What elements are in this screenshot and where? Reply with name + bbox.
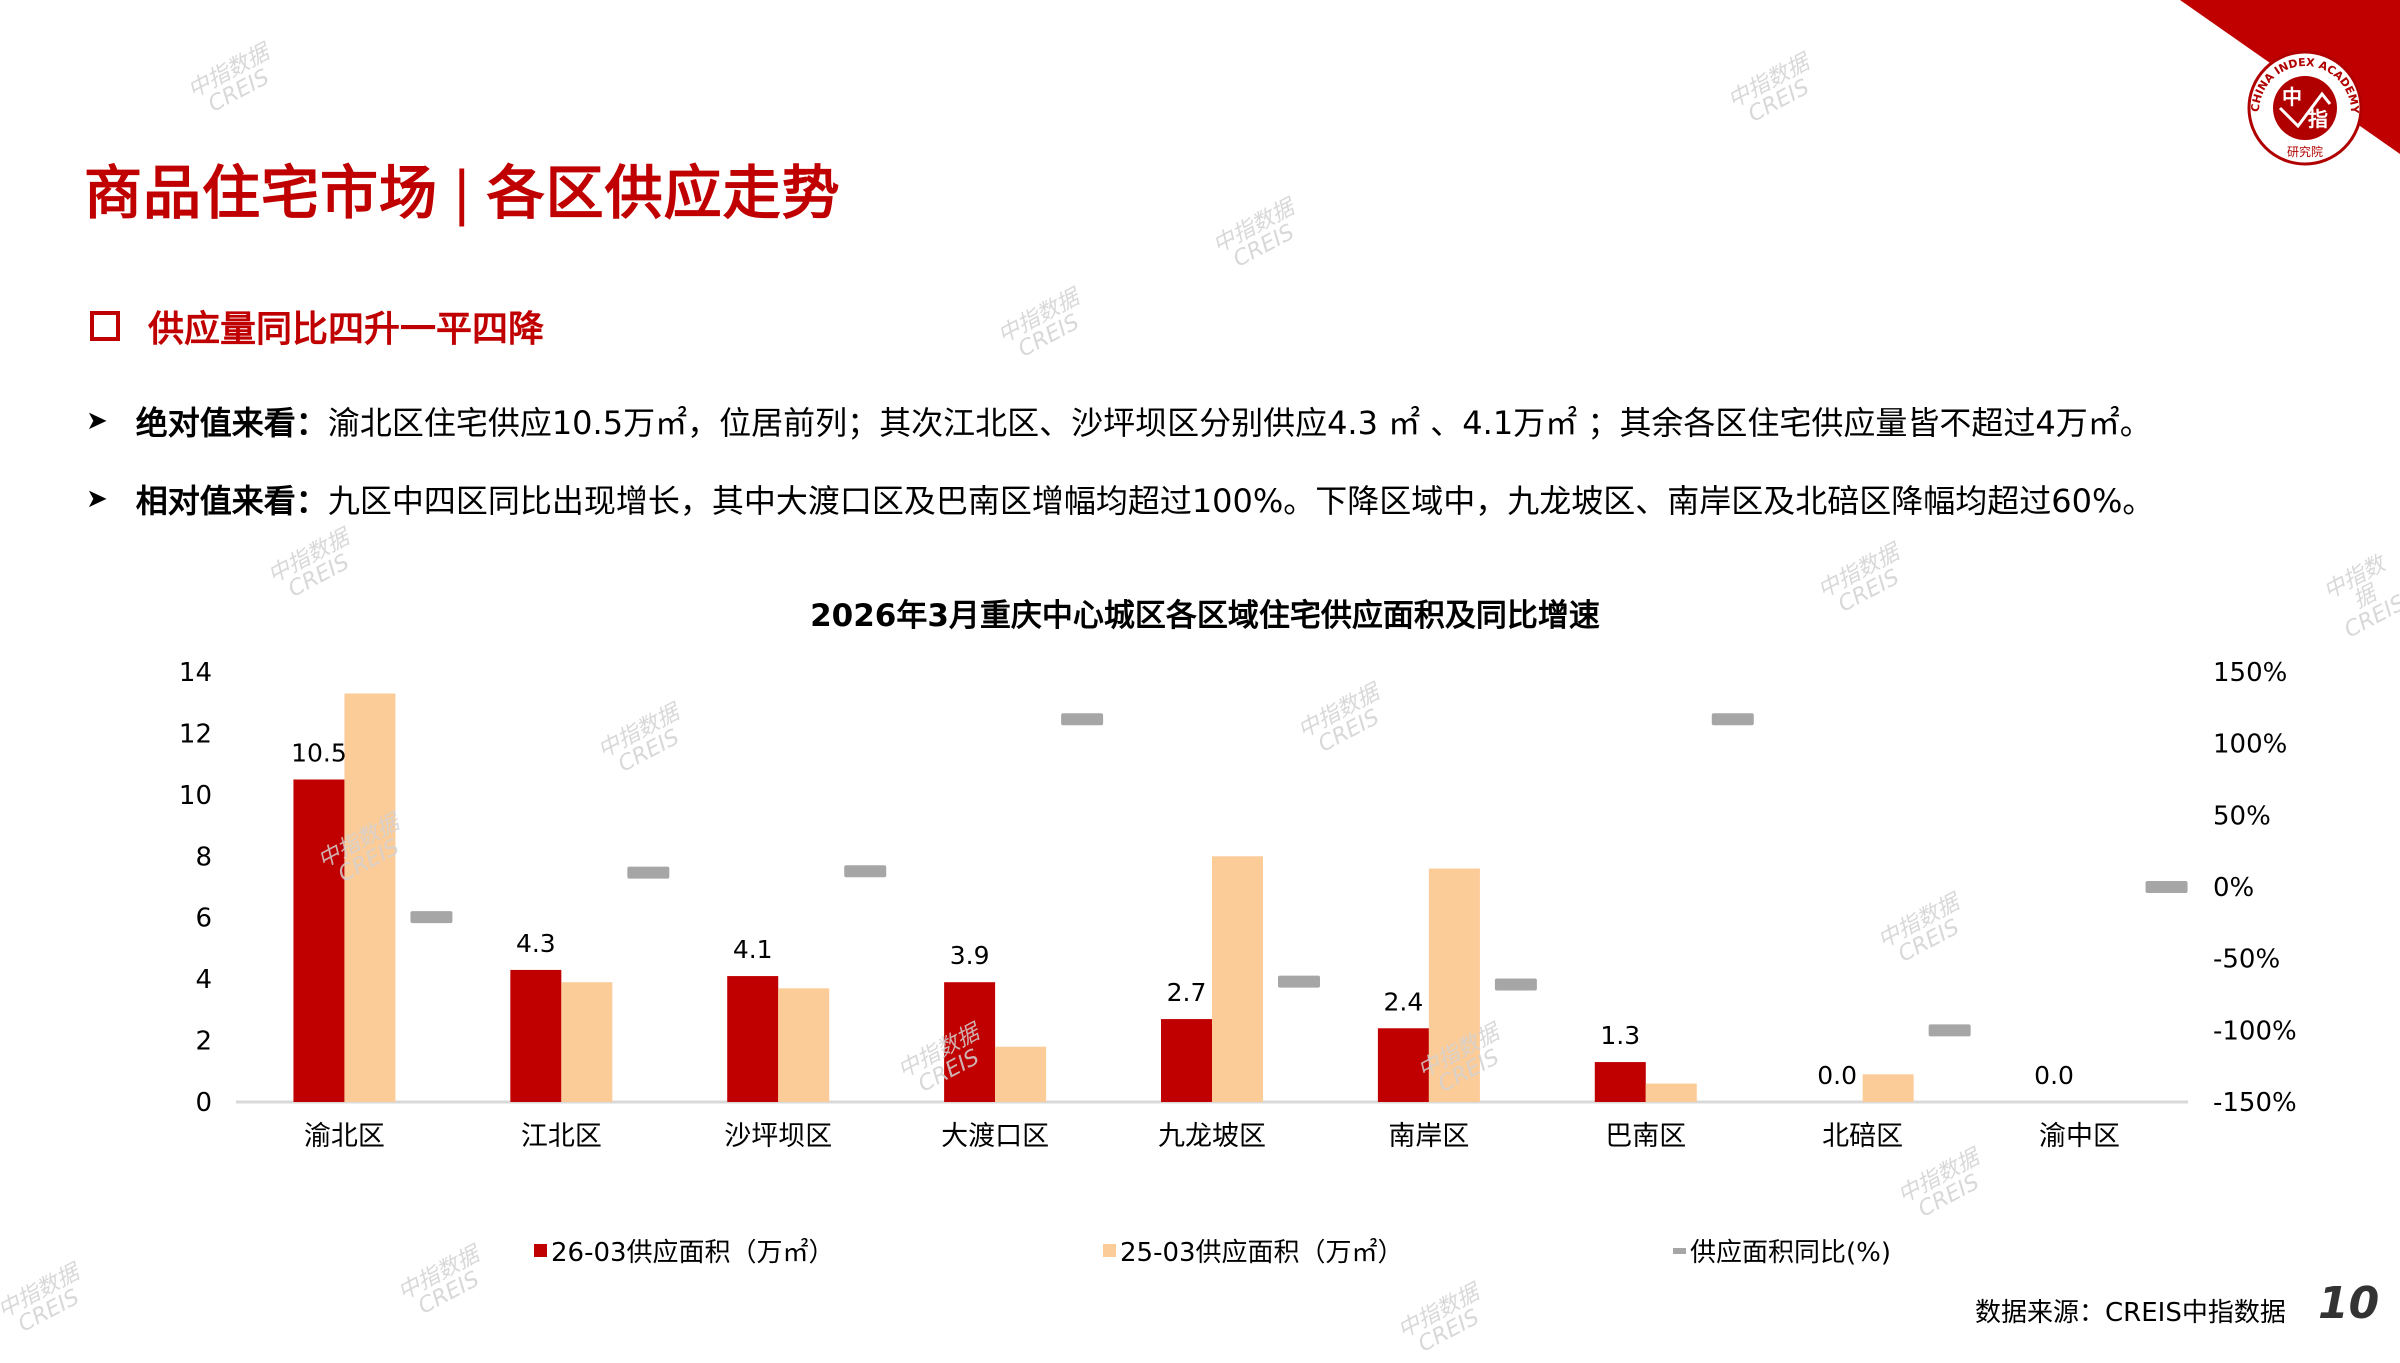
page-title-main: 商品住宅市场 (84, 159, 439, 227)
bar-25-03 (778, 988, 830, 1102)
bullet-label: 绝对值来看： (135, 404, 328, 442)
category-label: 渝北区 (304, 1121, 385, 1152)
data-label: 3.9 (950, 941, 990, 970)
watermark: 中指数据 CREIS (1393, 1280, 1484, 1358)
bullet-label: 相对值来看： (135, 482, 328, 520)
watermark: 中指数据 CREIS (393, 1242, 484, 1320)
left-axis-tick-label: 2 (195, 1027, 212, 1057)
combo-chart: 0 2 4 6 8 10 12 14 -150% -100% -50% 0% 50% 100% 150% 渝北… (179, 658, 2297, 1152)
right-axis-tick-label: 50% (2213, 801, 2271, 831)
right-axis-tick-label: 0% (2213, 873, 2254, 903)
bar-26-03 (1377, 1028, 1429, 1102)
bullet-absolute: ➤ 绝对值来看： 渝北区住宅供应10.5万㎡，位居前列；其次江北区、沙坪坝区分别… (86, 398, 2152, 444)
category-label: 渝中区 (2039, 1121, 2120, 1152)
bullet-text: 渝北区住宅供应10.5万㎡，位居前列；其次江北区、沙坪坝区分别供应4.3 ㎡ 、… (327, 404, 2152, 442)
bar-26-03 (510, 969, 562, 1102)
yoy-marker (1278, 975, 1320, 988)
legend-label: 供应面积同比(%) (1690, 1238, 1891, 1268)
data-source: 数据来源：CREIS中指数据 (1975, 1298, 2286, 1328)
data-label: 4.1 (733, 935, 773, 964)
bar-26-03 (1594, 1062, 1646, 1102)
bar-25-03 (995, 1046, 1047, 1102)
yoy-marker (1061, 713, 1104, 726)
category-label: 九龙坡区 (1158, 1121, 1266, 1152)
logo-char: 中 (2282, 85, 2302, 109)
yoy-marker (627, 866, 670, 879)
bar-26-03 (727, 976, 779, 1102)
data-label: 1.3 (1600, 1021, 1640, 1050)
bar-25-03 (344, 693, 396, 1102)
legend-label: 26-03供应面积（万㎡） (551, 1238, 835, 1268)
right-axis-tick-label: 150% (2213, 658, 2287, 688)
bar-26-03 (293, 779, 345, 1102)
left-axis-tick-label: 12 (179, 719, 212, 749)
yoy-marker (2145, 881, 2188, 893)
category-label: 北碚区 (1822, 1121, 1903, 1152)
corner-decoration: 中 指 CHINA INDEX ACADEMY 研究院 (2180, 0, 2400, 166)
right-axis-tick-label: -100% (2213, 1016, 2297, 1046)
right-axis-tick-label: -150% (2213, 1088, 2297, 1118)
category-label: 大渡口区 (941, 1121, 1049, 1152)
title-separator: | (452, 159, 473, 227)
page-number: 10 (2318, 1278, 2380, 1329)
legend-swatch (1673, 1247, 1686, 1254)
left-axis-tick-label: 0 (195, 1088, 212, 1118)
page-title-sub: 各区供应走势 (486, 159, 841, 227)
china-index-academy-logo: 中 指 CHINA INDEX ACADEMY 研究院 (2247, 50, 2363, 166)
category-label: 沙坪坝区 (724, 1121, 832, 1152)
data-label: 0.0 (2034, 1061, 2074, 1090)
yoy-marker (844, 865, 887, 878)
bullet-text: 九区中四区同比出现增长，其中大渡口区及巴南区增幅均超过100%。下降区域中，九龙… (327, 482, 2155, 520)
bar-25-03 (561, 982, 613, 1102)
yoy-marker (1494, 978, 1537, 991)
logo-char: 指 (2308, 107, 2328, 131)
legend-swatch (534, 1244, 547, 1257)
right-axis-tick-label: -50% (2213, 945, 2280, 975)
legend-swatch (1103, 1244, 1116, 1257)
data-label: 10.5 (291, 739, 347, 768)
logo-bottom-text: 研究院 (2287, 144, 2323, 159)
bar-26-03 (944, 982, 996, 1102)
category-label: 巴南区 (1605, 1121, 1686, 1152)
left-axis-tick-label: 4 (195, 965, 212, 995)
left-axis-tick-label: 6 (195, 904, 212, 934)
legend-item-yoy: 供应面积同比(%) (1673, 1232, 1891, 1269)
legend-item-25-03: 25-03供应面积（万㎡） (1103, 1232, 1404, 1269)
bar-25-03 (1428, 868, 1480, 1102)
watermark: 中指数据 CREIS (993, 285, 1084, 363)
data-label: 4.3 (516, 929, 556, 958)
arrow-bullet-icon: ➤ (86, 406, 108, 436)
legend-label: 25-03供应面积（万㎡） (1120, 1238, 1404, 1268)
bar-25-03 (1645, 1083, 1697, 1102)
data-label: 2.7 (1167, 978, 1207, 1007)
left-axis-tick-label: 8 (195, 842, 212, 872)
bullet-relative: ➤ 相对值来看： 九区中四区同比出现增长，其中大渡口区及巴南区增幅均超过100%… (86, 476, 2154, 522)
bar-25-03 (1212, 856, 1263, 1102)
bar-26-03 (1161, 1019, 1212, 1102)
yoy-marker (1928, 1024, 1971, 1037)
section-heading-text: 供应量同比四升一平四降 (148, 309, 545, 350)
yoy-marker (410, 911, 453, 924)
watermark: 中指数据 CREIS (0, 1260, 84, 1338)
category-label: 南岸区 (1388, 1121, 1469, 1152)
yoy-marker (1711, 713, 1754, 726)
data-label: 2.4 (1384, 987, 1424, 1016)
legend-item-26-03: 26-03供应面积（万㎡） (534, 1232, 835, 1269)
section-heading: 供应量同比四升一平四降 (90, 300, 544, 352)
category-label: 江北区 (521, 1121, 602, 1152)
data-label: 0.0 (1817, 1061, 1857, 1090)
left-axis-tick-label: 10 (179, 781, 212, 811)
chart-title: 2026年3月重庆中心城区各区域住宅供应面积及同比增速 (810, 598, 1600, 634)
right-axis-tick-label: 100% (2213, 730, 2287, 760)
page-title: 商品住宅市场 | 各区供应走势 (84, 146, 841, 230)
bar-25-03 (1862, 1074, 1914, 1102)
square-bullet-icon (90, 311, 120, 341)
arrow-bullet-icon: ➤ (86, 484, 108, 514)
left-axis-tick-label: 14 (179, 658, 212, 688)
